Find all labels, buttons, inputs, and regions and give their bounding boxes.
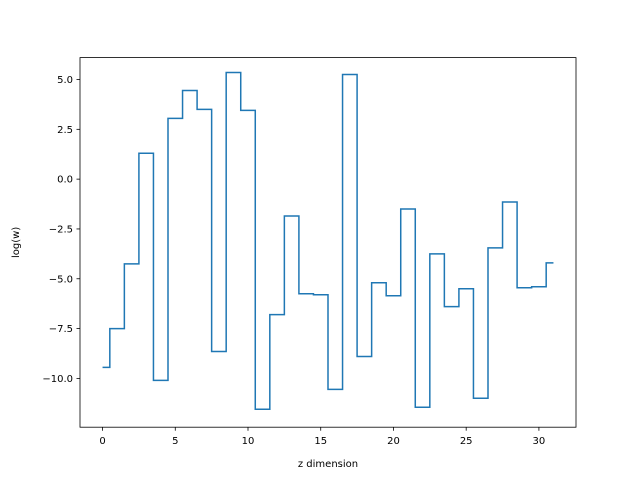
x-tick-label: 20 <box>387 436 400 447</box>
x-tick-label: 15 <box>314 436 327 447</box>
y-axis-ticks: 5.0 2.5 0.0 −2.5 −5.0 −7.5 −10.0 <box>42 75 80 385</box>
x-tick-label: 0 <box>99 436 105 447</box>
x-axis-label: z dimension <box>298 459 358 470</box>
y-tick-label: 0.0 <box>57 175 73 186</box>
y-axis-label: log(w) <box>11 227 22 258</box>
y-tick-label: −10.0 <box>42 374 73 385</box>
y-tick-label: 2.5 <box>57 125 73 136</box>
x-axis-ticks: 0 5 10 15 20 25 30 <box>99 427 545 447</box>
x-tick-label: 5 <box>172 436 178 447</box>
y-tick-label: −7.5 <box>49 324 73 335</box>
y-tick-label: 5.0 <box>57 75 73 86</box>
y-tick-label: −2.5 <box>49 224 73 235</box>
x-tick-label: 30 <box>533 436 546 447</box>
x-tick-label: 10 <box>242 436 255 447</box>
y-tick-label: −5.0 <box>49 274 73 285</box>
plot-frame <box>79 57 577 428</box>
series-line <box>102 71 554 411</box>
x-tick-label: 25 <box>460 436 473 447</box>
